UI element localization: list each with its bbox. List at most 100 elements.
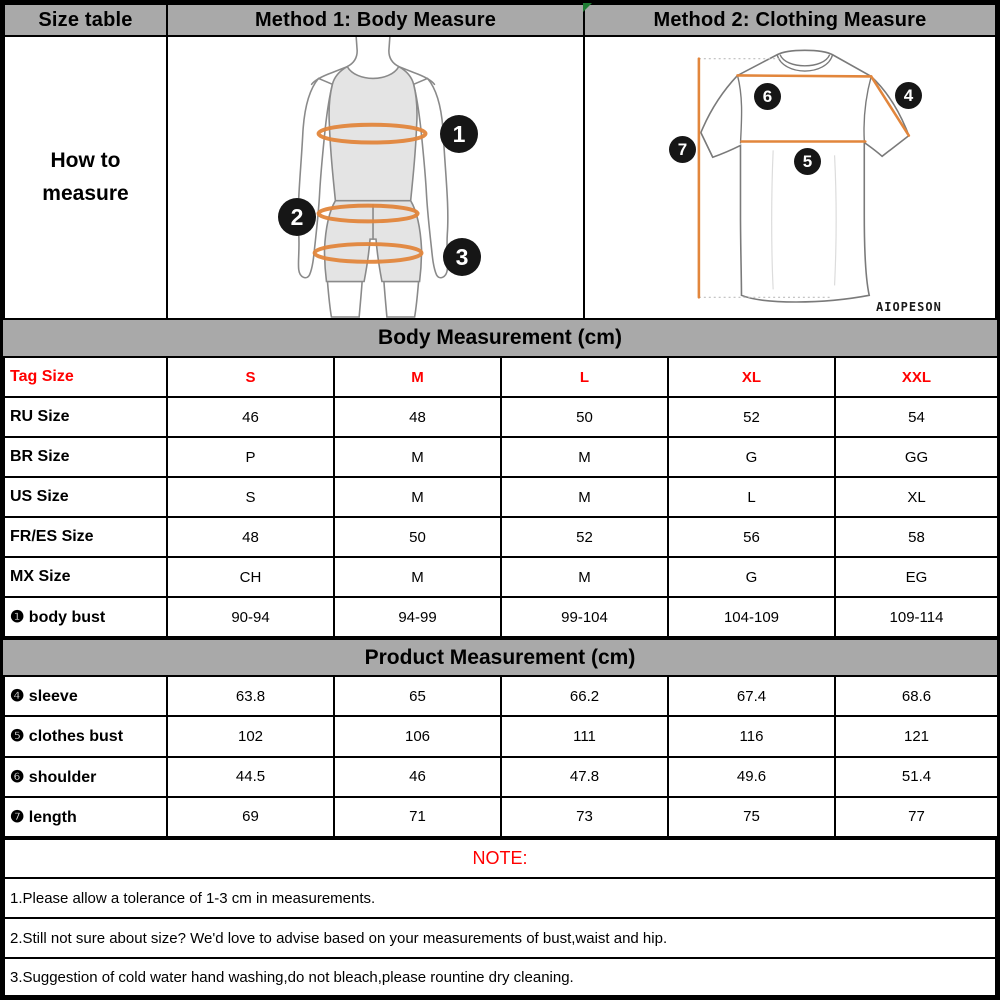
cell-value: 102	[166, 715, 335, 758]
cell-value: 63.8	[166, 674, 335, 718]
cell-value: XL	[834, 476, 997, 518]
cell-value: 48	[333, 396, 502, 438]
note-item-3: 3.Suggestion of cold water hand washing,…	[3, 957, 997, 997]
hip-measure-line	[312, 242, 424, 264]
method1-header: Method 1: Body Measure	[166, 3, 585, 37]
note-item-1: 1.Please allow a tolerance of 1-3 cm in …	[3, 877, 997, 919]
how-to-line2: measure	[42, 181, 129, 205]
how-to-line1: How to	[50, 148, 121, 172]
cell-value: 75	[667, 795, 836, 839]
cell-value: 48	[166, 516, 335, 558]
cell-value: 54	[834, 396, 997, 438]
cell-value: 90-94	[166, 596, 335, 638]
cell-value: 69	[166, 795, 335, 839]
method2-header: Method 2: Clothing Measure	[583, 3, 997, 37]
body-measurement-title: Body Measurement (cm)	[3, 318, 997, 358]
cell-value: 104-109	[667, 596, 836, 638]
product-measurement-table: ❹ sleeve 63.8 65 66.2 67.4 68.6 ❺ clothe…	[3, 674, 997, 839]
table-row: RU Size 46 48 50 52 54	[3, 396, 997, 438]
cell-value: EG	[834, 556, 997, 598]
table-row: ❼ length 69 71 73 75 77	[3, 795, 997, 839]
cell-value: 66.2	[500, 674, 669, 718]
row-label-mx: MX Size	[3, 556, 168, 598]
how-to-measure-cell: How to measure	[3, 35, 168, 320]
measure-badge-6: 6	[754, 83, 781, 110]
cell-value: 51.4	[834, 755, 997, 798]
cell-value: G	[667, 556, 836, 598]
cell-value: 52	[667, 396, 836, 438]
table-row: ❺ clothes bust 102 106 111 116 121	[3, 715, 997, 758]
row-label-clothes-bust: ❺ clothes bust	[3, 715, 168, 758]
cell-value: 58	[834, 516, 997, 558]
size-col-xl: XL	[667, 356, 836, 398]
body-measure-diagram-cell: 1 2 3	[166, 35, 585, 320]
cell-value: GG	[834, 436, 997, 478]
measure-badge-4: 4	[895, 82, 922, 109]
size-col-xxl: XXL	[834, 356, 997, 398]
cell-value: M	[333, 556, 502, 598]
row-label-shoulder: ❻ shoulder	[3, 755, 168, 798]
cell-value: 52	[500, 516, 669, 558]
cell-value: 121	[834, 715, 997, 758]
cell-value: 99-104	[500, 596, 669, 638]
cell-value: 50	[500, 396, 669, 438]
cell-value: P	[166, 436, 335, 478]
body-measurement-table: Tag Size S M L XL XXL RU Size 46 48 50 5…	[3, 356, 997, 638]
body-figure-illustration	[297, 37, 449, 318]
cell-value: 67.4	[667, 674, 836, 718]
tshirt-illustration	[697, 49, 911, 303]
cell-value: M	[500, 476, 669, 518]
waist-measure-line	[316, 203, 420, 224]
table-row: FR/ES Size 48 50 52 56 58	[3, 516, 997, 558]
table-row: ❹ sleeve 63.8 65 66.2 67.4 68.6	[3, 674, 997, 718]
cell-value: CH	[166, 556, 335, 598]
measure-badge-3: 3	[443, 238, 481, 276]
bust-measure-line	[316, 122, 428, 145]
product-measurement-title: Product Measurement (cm)	[3, 638, 997, 677]
cell-value: 65	[333, 674, 502, 718]
table-row: MX Size CH M M G EG	[3, 556, 997, 598]
row-label-ru: RU Size	[3, 396, 168, 438]
cell-value: 50	[333, 516, 502, 558]
shoulder-measure-line	[736, 74, 873, 78]
tag-size-header: Tag Size	[3, 356, 168, 398]
cell-value: 106	[333, 715, 502, 758]
cell-value: G	[667, 436, 836, 478]
measure-badge-7: 7	[669, 136, 696, 163]
cell-value: M	[333, 436, 502, 478]
cell-value: 46	[166, 396, 335, 438]
size-col-l: L	[500, 356, 669, 398]
table-row: ❶ body bust 90-94 94-99 99-104 104-109 1…	[3, 596, 997, 638]
cell-value: 47.8	[500, 755, 669, 798]
brand-label: AIOPESON	[876, 300, 942, 314]
cell-value: 46	[333, 755, 502, 798]
row-label-br: BR Size	[3, 436, 168, 478]
clothing-measure-diagram-cell: 4 5 6 7 AIOPESON	[583, 35, 997, 320]
note-title: NOTE:	[3, 838, 997, 879]
size-col-m: M	[333, 356, 502, 398]
row-label-sleeve: ❹ sleeve	[3, 674, 168, 718]
size-col-s: S	[166, 356, 335, 398]
table-row: ❻ shoulder 44.5 46 47.8 49.6 51.4	[3, 755, 997, 798]
cell-value: 44.5	[166, 755, 335, 798]
measure-badge-1: 1	[440, 115, 478, 153]
cell-value: 111	[500, 715, 669, 758]
cell-value: 77	[834, 795, 997, 839]
row-label-fres: FR/ES Size	[3, 516, 168, 558]
row-label-us: US Size	[3, 476, 168, 518]
cell-value: M	[500, 436, 669, 478]
row-label-length: ❼ length	[3, 795, 168, 839]
size-header-row: Tag Size S M L XL XXL	[3, 356, 997, 398]
table-row: BR Size P M M G GG	[3, 436, 997, 478]
table-row: US Size S M M L XL	[3, 476, 997, 518]
cell-value: M	[500, 556, 669, 598]
cell-value: 49.6	[667, 755, 836, 798]
cell-value: 94-99	[333, 596, 502, 638]
sleeve-measure-line	[869, 75, 911, 137]
cell-value: 109-114	[834, 596, 997, 638]
row-label-body-bust: ❶ body bust	[3, 596, 168, 638]
note-item-2: 2.Still not sure about size? We'd love t…	[3, 917, 997, 959]
cell-value: 68.6	[834, 674, 997, 718]
cell-value: M	[333, 476, 502, 518]
